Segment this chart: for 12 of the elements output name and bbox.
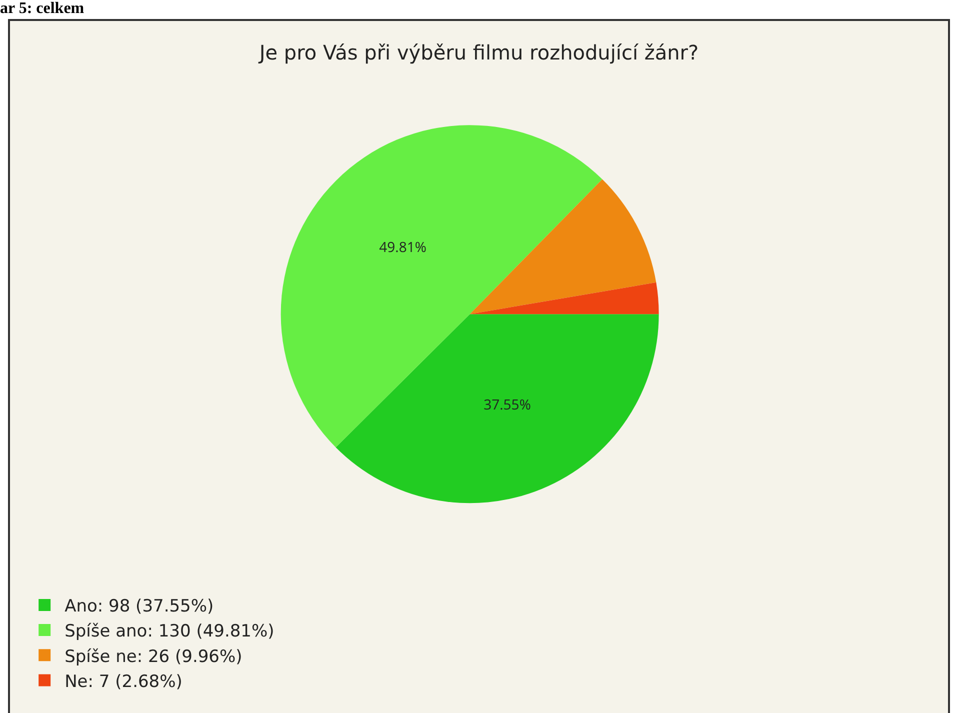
- chart-title: Je pro Vás při výběru filmu rozhodující žánr?: [257, 40, 699, 64]
- legend-label: Ne: 7 (2.68%): [64, 672, 182, 692]
- pie-slice: [336, 314, 659, 503]
- pie-slice: [470, 282, 659, 314]
- text: ar 5: celkem: [0, 0, 84, 18]
- legend-label: Spíše ano: 130 (49.81%): [64, 622, 274, 642]
- data-label: 49.81%: [379, 238, 426, 257]
- pie-slice: [280, 125, 602, 448]
- data-label: 37.55%: [484, 395, 531, 414]
- legend-label: Ano: 98 (37.55%): [64, 596, 214, 617]
- pie-slice: [470, 179, 656, 314]
- legend-label: Spíše ne: 26 (9.96%): [64, 646, 242, 667]
